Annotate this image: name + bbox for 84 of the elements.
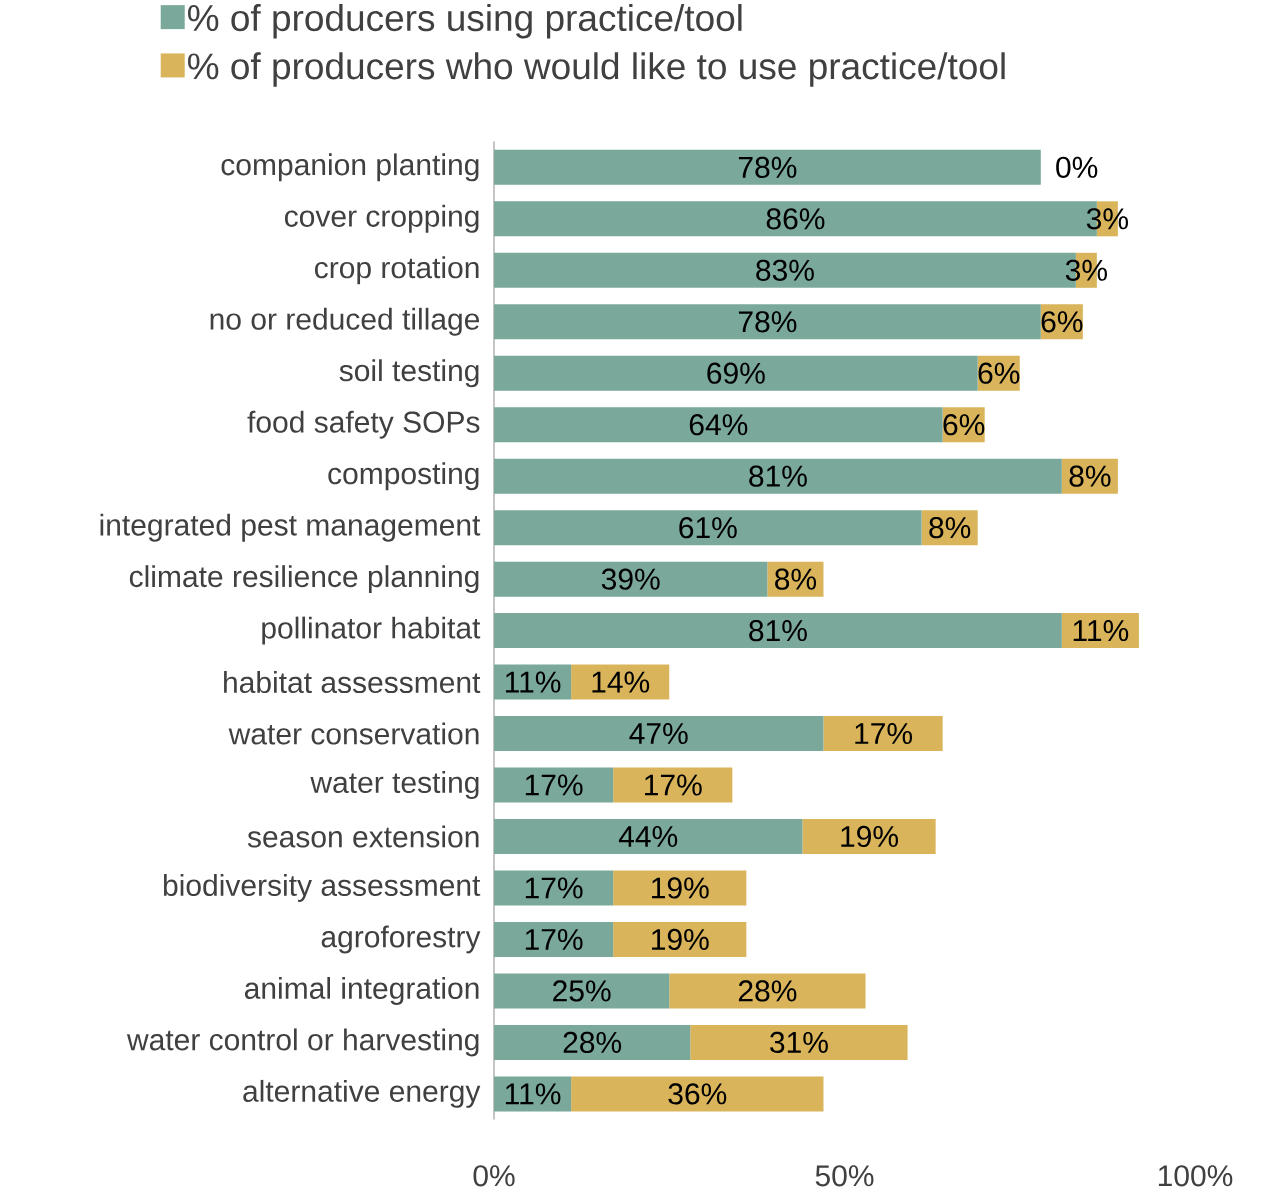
y-tick-label: water testing: [310, 771, 479, 800]
data-label: 17%: [645, 774, 702, 796]
y-tick-label: animal integration: [244, 977, 479, 1006]
data-label: 81%: [749, 620, 807, 642]
data-label: 11%: [505, 671, 561, 693]
data-label: 6%: [1041, 311, 1083, 333]
bar: [494, 510, 922, 546]
y-tick-label: habitat assessment: [224, 671, 481, 694]
y-tick-label: season extension: [247, 825, 479, 848]
data-label: 11%: [505, 1083, 561, 1105]
y-tick-label: biodiversity assessment: [163, 874, 481, 903]
bar: [494, 973, 670, 1009]
data-label: 8%: [929, 517, 971, 539]
y-tick-label: no or reduced tillage: [210, 307, 480, 336]
y-tick-label: crop rotation: [315, 256, 479, 285]
data-label: 78%: [738, 311, 797, 333]
bar: [669, 973, 866, 1009]
bar: [494, 304, 1041, 340]
bar: [494, 870, 614, 906]
data-label: 36%: [668, 1083, 727, 1105]
bar: [494, 819, 803, 855]
bar: [613, 767, 733, 803]
bar: [690, 1025, 908, 1061]
data-label: 8%: [775, 568, 817, 590]
data-label: 8%: [1069, 465, 1111, 487]
data-label: 44%: [618, 826, 678, 848]
data-label: 47%: [629, 723, 688, 745]
data-label: 17%: [525, 877, 583, 899]
data-label: 61%: [679, 517, 737, 539]
bar: [571, 664, 670, 700]
data-label: 19%: [652, 877, 709, 899]
bar: [494, 458, 1062, 494]
data-label: 17%: [525, 774, 583, 796]
bar: [494, 150, 1041, 185]
y-tick-label: water control or harvesting: [126, 1028, 479, 1057]
bar: [802, 819, 936, 855]
y-tick-label: climate resilience planning: [129, 565, 479, 594]
x-tick-label: 100%: [1158, 1165, 1233, 1187]
bar: [494, 355, 978, 391]
y-tick-label: alternative energy: [243, 1080, 481, 1109]
data-label: 28%: [738, 980, 797, 1002]
bar: [613, 870, 747, 906]
data-label: 64%: [689, 414, 748, 436]
bar: [494, 767, 614, 803]
y-tick-label: integrated pest management: [100, 513, 481, 542]
y-tick-label: food safety SOPs: [247, 410, 480, 439]
bar: [494, 1025, 691, 1061]
bar: [823, 716, 943, 752]
bar: [494, 716, 824, 752]
y-tick-label: agroforestry: [321, 925, 481, 954]
bar: [494, 561, 768, 597]
data-label: 81%: [749, 465, 807, 487]
y-tick-label: cover cropping: [284, 205, 479, 233]
bar: [494, 922, 614, 958]
legend-label: % of producers using practice/tool: [188, 4, 742, 39]
data-label: 17%: [525, 929, 583, 951]
data-label: 11%: [1073, 620, 1129, 642]
data-label: 6%: [978, 362, 1020, 385]
y-tick-label: soil testing: [339, 359, 479, 388]
y-tick-label: pollinator habitat: [262, 616, 481, 645]
bar: [613, 922, 747, 958]
data-label: 19%: [652, 928, 709, 951]
bar: [494, 613, 1062, 649]
bar: [494, 407, 943, 443]
data-label: 78%: [738, 156, 797, 179]
data-label: 14%: [592, 671, 650, 693]
data-label: 69%: [707, 362, 765, 385]
data-label: 86%: [766, 208, 825, 230]
data-label: 31%: [770, 1031, 828, 1054]
y-tick-label: water conservation: [228, 722, 479, 745]
data-label: 28%: [563, 1031, 622, 1054]
y-tick-label: composting: [328, 462, 479, 491]
x-tick-label: 50%: [815, 1165, 874, 1187]
data-label: 0%: [1056, 156, 1098, 179]
data-label: 17%: [855, 723, 913, 745]
data-label: 6%: [943, 414, 985, 436]
y-tick-label: companion planting: [221, 153, 479, 182]
data-label: 39%: [601, 568, 660, 590]
data-label: 83%: [756, 259, 814, 282]
data-label: 25%: [553, 980, 611, 1002]
bar: [571, 1076, 824, 1112]
x-tick-label: 0%: [473, 1165, 515, 1187]
data-label: 19%: [841, 826, 898, 848]
legend-label: % of producers who would like to use practice/tool: [188, 52, 1005, 87]
